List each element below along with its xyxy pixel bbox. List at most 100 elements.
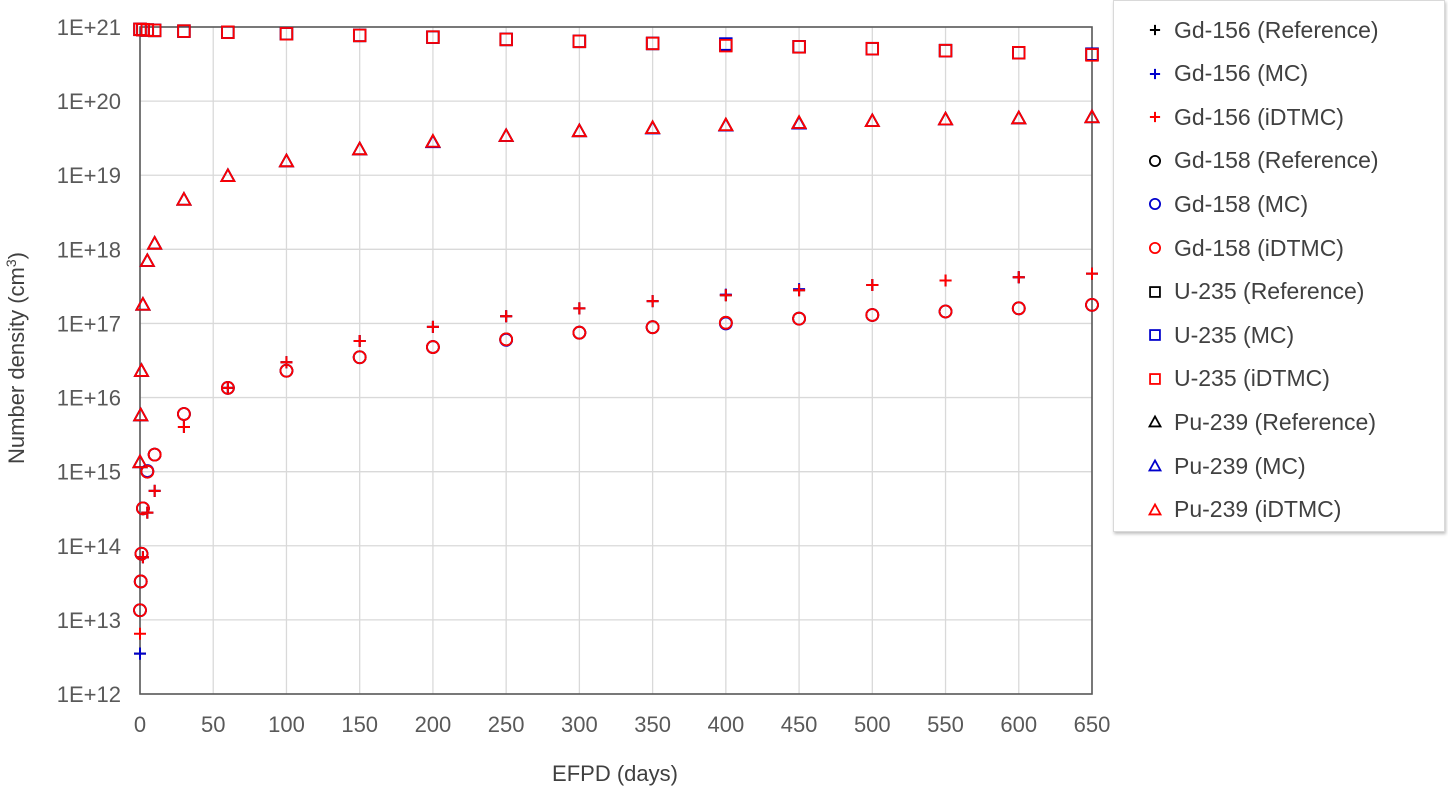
legend-item: Pu-239 (MC): [1114, 451, 1306, 481]
legend-swatch: [1149, 154, 1161, 167]
data-point-triangle: [937, 110, 954, 126]
y-axis-ticks: 1E+12 1E+13 1E+14 1E+15 1E+16 1E+17 1E+18 1E+19…: [57, 15, 121, 707]
data-point-square: [865, 41, 880, 56]
data-point-circle: [133, 574, 148, 589]
data-point-plus: [426, 320, 439, 333]
data-point-plus: [1086, 267, 1098, 280]
data-point-circle: [572, 325, 587, 340]
data-point-square: [221, 25, 235, 39]
x-axis-title: EFPD (days): [552, 761, 678, 786]
y-tick-label: 1E+12: [57, 682, 121, 707]
data-point-triangle: [278, 152, 295, 168]
plot-frame: [139, 26, 1093, 695]
data-point-circle: [352, 350, 367, 365]
data-point-triangle: [864, 112, 881, 128]
legend-swatch: [1147, 502, 1163, 515]
data-point-circle: [136, 501, 150, 516]
x-tick-label: 500: [854, 712, 891, 737]
data-point-triangle: [139, 252, 156, 267]
legend-label: Gd-156 (Reference): [1174, 16, 1379, 43]
legend-marker-plus: [1149, 24, 1161, 36]
data-point-triangle: [219, 167, 236, 182]
data-point-triangle: [1083, 108, 1101, 124]
legend-label: Pu-239 (MC): [1174, 452, 1306, 479]
data-point-plus: [939, 274, 952, 287]
y-tick-label: 1E+15: [57, 460, 121, 485]
data-point-circle: [1085, 297, 1099, 312]
series-8: [133, 22, 1099, 62]
data-point-circle: [220, 380, 235, 395]
legend-label: Pu-239 (Reference): [1174, 408, 1376, 435]
legend-item: Pu-239 (Reference): [1114, 407, 1376, 437]
data-point-plus: [134, 627, 146, 640]
y-tick-label: 1E+20: [57, 89, 121, 114]
series-6: [133, 22, 1099, 61]
data-point-square: [140, 23, 155, 37]
data-point-plus: [500, 310, 513, 323]
grid: [139, 26, 1093, 695]
data-point-triangle: [1010, 109, 1027, 125]
data-point-plus: [177, 421, 190, 434]
legend-label: Gd-158 (Reference): [1174, 147, 1379, 174]
data-point-triangle: [132, 406, 149, 422]
data-point-square: [572, 34, 587, 49]
series-7: [133, 22, 1099, 61]
series-5: [133, 297, 1099, 618]
legend-item: Gd-158 (MC): [1114, 189, 1308, 219]
legend-item: Gd-158 (Reference): [1114, 146, 1379, 176]
legend-item: Gd-158 (iDTMC): [1114, 233, 1344, 263]
data-point-plus: [280, 356, 293, 369]
data-point-plus: [134, 647, 146, 660]
data-point-circle: [499, 332, 514, 347]
legend-marker-circle: [1149, 242, 1161, 254]
data-point-square: [1012, 46, 1026, 60]
y-tick-label: 1E+17: [57, 311, 121, 336]
legend-swatch: [1149, 112, 1161, 123]
y-tick-label: 1E+19: [57, 163, 121, 188]
series-2: [134, 267, 1098, 640]
data-point-plus: [148, 484, 161, 497]
legend-label: Gd-158 (MC): [1174, 190, 1309, 217]
legend-swatch: [1149, 285, 1161, 298]
data-point-square: [279, 27, 294, 41]
data-point-square: [645, 36, 660, 51]
data-point-square: [426, 30, 440, 44]
data-point-square: [221, 25, 235, 39]
legend-marker-triangle: [1147, 415, 1163, 428]
series-3: [133, 297, 1099, 618]
y-axis-title-sup: 3: [3, 259, 19, 267]
data-point-square: [221, 25, 235, 39]
legend-label: Gd-156 (MC): [1174, 60, 1309, 87]
x-tick-label: 200: [415, 712, 452, 737]
x-tick-label: 300: [561, 712, 598, 737]
data-point-plus: [353, 334, 366, 347]
data-point-circle: [134, 546, 149, 561]
legend-item: Pu-239 (iDTMC): [1114, 495, 1341, 525]
series-1: [134, 267, 1098, 660]
data-point-square: [140, 23, 155, 37]
data-point-square: [147, 23, 162, 38]
legend-marker-plus: [1149, 112, 1161, 123]
y-tick-label: 1E+13: [57, 608, 121, 633]
y-axis-title-main: Number density (cm: [4, 267, 29, 464]
legend-marker-circle: [1149, 154, 1161, 167]
data-point-plus: [866, 279, 879, 292]
data-point-plus: [793, 284, 806, 297]
data-point-square: [1085, 48, 1099, 62]
legend-item: Gd-156 (MC): [1114, 59, 1308, 89]
x-tick-label: 350: [634, 712, 671, 737]
legend-label: Gd-156 (iDTMC): [1174, 103, 1344, 130]
legend-swatch: [1149, 24, 1161, 36]
data-point-plus: [221, 381, 234, 394]
data-point-square: [177, 24, 191, 38]
data-point-circle: [177, 407, 191, 421]
x-tick-label: 650: [1074, 712, 1110, 737]
x-tick-label: 550: [927, 712, 964, 737]
y-axis-title-close: ): [4, 252, 29, 259]
legend-swatch: [1147, 415, 1163, 428]
data-point-triangle: [146, 235, 163, 250]
series-9: [131, 108, 1101, 469]
data-point-circle: [938, 304, 953, 319]
legend-marker-plus: [1149, 68, 1161, 79]
data-point-square: [719, 38, 733, 53]
